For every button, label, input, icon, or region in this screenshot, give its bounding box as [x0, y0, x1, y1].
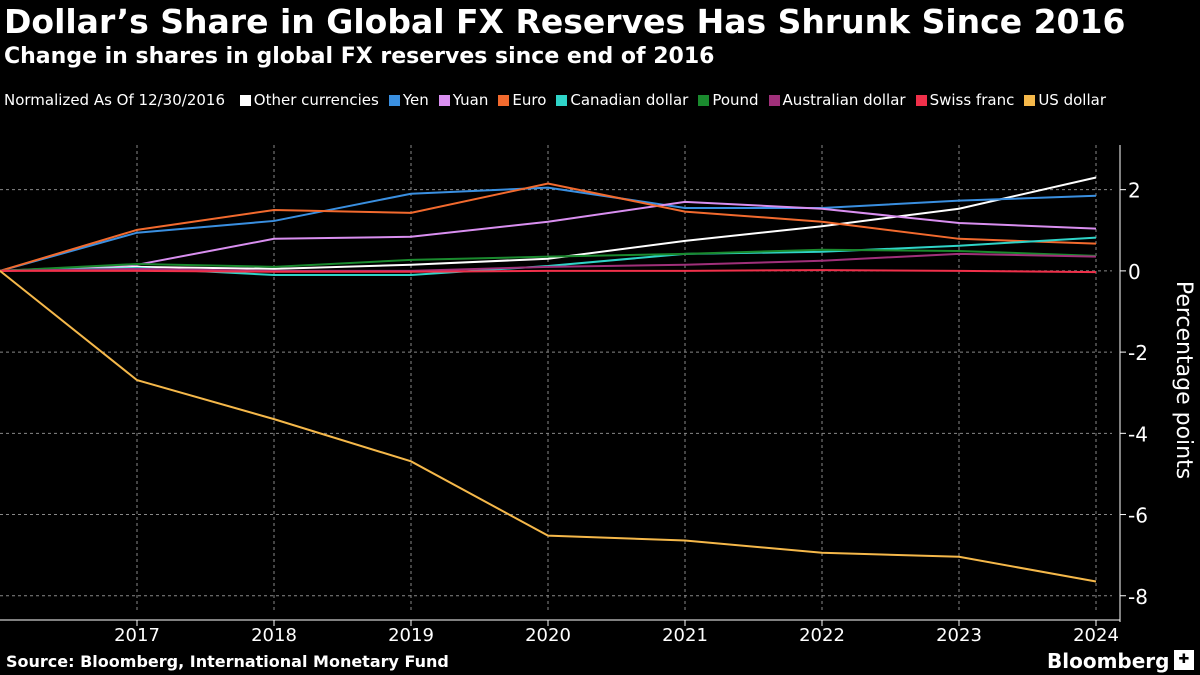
series-line-yuan: [0, 200, 1097, 272]
x-tick-label: 2020: [525, 625, 571, 646]
legend-label: US dollar: [1038, 91, 1106, 109]
series-line-euro: [0, 182, 1097, 272]
y-tick-label: -6: [1128, 504, 1148, 528]
legend-item: Canadian dollar: [556, 90, 688, 110]
legend-item: Australian dollar: [768, 90, 906, 110]
legend-note: Normalized As Of 12/30/2016: [4, 91, 225, 109]
legend-swatch: [768, 95, 780, 106]
legend-swatch: [915, 95, 927, 106]
legend-swatch: [239, 95, 251, 106]
legend-swatch: [388, 95, 400, 106]
x-tick-label: 2017: [114, 625, 160, 646]
legend-swatch: [556, 95, 568, 106]
y-tick-label: -2: [1128, 341, 1148, 365]
series-line-swiss-franc: [0, 269, 1097, 274]
series-line-pound: [0, 248, 1097, 272]
legend-label: Swiss franc: [929, 91, 1015, 109]
legend-label: Other currencies: [253, 91, 379, 109]
source-note: Source: Bloomberg, International Monetar…: [6, 652, 449, 671]
legend-swatch: [438, 95, 450, 106]
chart-subtitle: Change in shares in global FX reserves s…: [4, 44, 715, 69]
legend-label: Pound: [712, 91, 759, 109]
legend-label: Canadian dollar: [570, 91, 689, 109]
legend-item: Other currencies: [239, 90, 379, 110]
x-tick-label: 2024: [1073, 625, 1119, 646]
bloomberg-logo-icon: ✚: [1174, 650, 1194, 670]
y-tick-label: -4: [1128, 422, 1148, 446]
legend-label: Euro: [512, 91, 547, 109]
legend: Normalized As Of 12/30/2016 Other curren…: [4, 90, 1194, 110]
y-tick-label: 2: [1128, 179, 1141, 203]
series-line-yen: [0, 186, 1097, 272]
legend-swatch: [698, 95, 710, 106]
y-axis-label: Percentage points: [1171, 281, 1196, 479]
series-line-other-currencies: [0, 176, 1097, 272]
legend-label: Yuan: [452, 91, 489, 109]
series-line-us-dollar: [0, 270, 1097, 583]
legend-item: Yuan: [438, 90, 489, 110]
x-tick-label: 2021: [662, 625, 708, 646]
legend-item: Yen: [388, 90, 429, 110]
x-tick-label: 2019: [388, 625, 434, 646]
legend-swatch: [1024, 95, 1036, 106]
legend-swatch: [498, 95, 510, 106]
legend-item: Pound: [698, 90, 759, 110]
legend-item: US dollar: [1024, 90, 1106, 110]
legend-label: Yen: [402, 91, 429, 109]
y-tick-label: -8: [1128, 585, 1148, 609]
x-tick-label: 2023: [936, 625, 982, 646]
chart-title: Dollar’s Share in Global FX Reserves Has…: [4, 2, 1126, 41]
brand-name: Bloomberg: [1047, 649, 1170, 673]
legend-item: Swiss franc: [915, 90, 1015, 110]
legend-item: Euro: [498, 90, 546, 110]
series-line-australian-dollar: [0, 252, 1097, 272]
legend-label: Australian dollar: [782, 91, 906, 109]
y-tick-label: 0: [1128, 260, 1141, 284]
x-tick-label: 2022: [799, 625, 845, 646]
x-tick-label: 2018: [251, 625, 297, 646]
